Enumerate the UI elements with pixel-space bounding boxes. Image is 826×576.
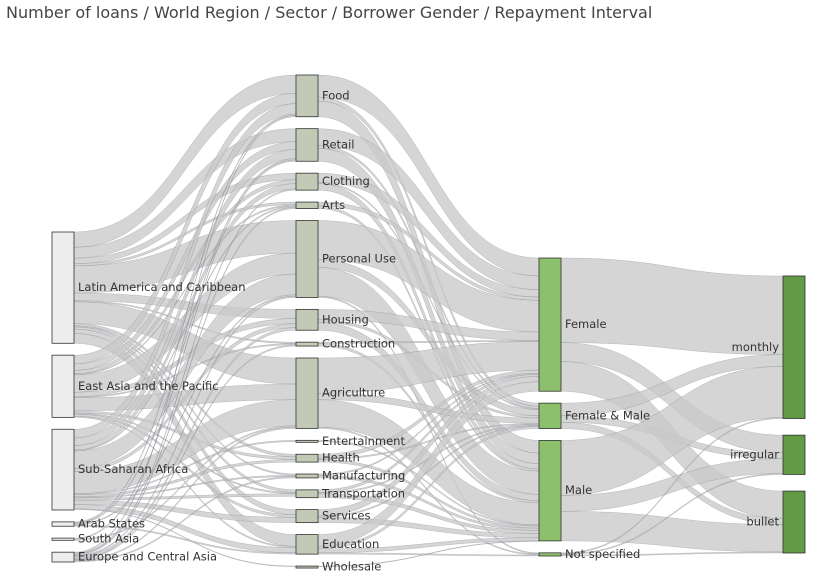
sankey-node-label-bullet: bullet	[746, 515, 779, 529]
sankey-node-sa[interactable]: South Asia	[51, 532, 139, 546]
sankey-node-female[interactable]: Female	[538, 257, 607, 392]
sankey-node-bar-clothing[interactable]	[295, 172, 319, 191]
sankey-node-label-retail: Retail	[322, 137, 355, 151]
sankey-node-clothing[interactable]: Clothing	[295, 172, 370, 191]
sankey-node-bar-wholesale[interactable]	[295, 565, 319, 569]
sankey-node-label-male: Male	[565, 483, 592, 497]
sankey-node-bar-housing[interactable]	[295, 308, 319, 331]
sankey-node-construction[interactable]: Construction	[295, 337, 395, 351]
sankey-node-bar-agriculture[interactable]	[295, 357, 319, 429]
sankey-node-notspec[interactable]: Not specified	[538, 547, 640, 561]
sankey-node-entertainment[interactable]: Entertainment	[295, 434, 405, 448]
sankey-node-bar-eap[interactable]	[51, 354, 75, 418]
sankey-node-label-eap: East Asia and the Pacific	[78, 379, 219, 393]
sankey-node-bar-education[interactable]	[295, 534, 319, 555]
sankey-node-label-irregular: irregular	[730, 447, 779, 461]
sankey-node-personal[interactable]: Personal Use	[295, 220, 396, 298]
sankey-node-arts[interactable]: Arts	[295, 198, 345, 212]
sankey-node-label-education: Education	[322, 537, 379, 551]
sankey-node-label-ssa: Sub-Saharan Africa	[78, 462, 188, 476]
sankey-node-bar-notspec[interactable]	[538, 552, 562, 557]
links	[73, 74, 784, 567]
sankey-node-bar-food[interactable]	[295, 74, 319, 118]
sankey-link-wholesale-male	[317, 540, 540, 567]
sankey-node-housing[interactable]: Housing	[295, 308, 369, 331]
sankey-node-arab[interactable]: Arab States	[51, 517, 145, 531]
sankey-node-wholesale[interactable]: Wholesale	[295, 560, 381, 574]
sankey-node-label-food: Food	[322, 88, 350, 102]
sankey-node-label-arab: Arab States	[78, 517, 145, 531]
sankey-node-label-manufacturing: Manufacturing	[322, 468, 405, 482]
sankey-node-bar-services[interactable]	[295, 509, 319, 524]
sankey-node-bar-health[interactable]	[295, 453, 319, 463]
sankey-node-manufacturing[interactable]: Manufacturing	[295, 468, 405, 482]
sankey-node-bar-manufacturing[interactable]	[295, 473, 319, 479]
sankey-node-bar-arts[interactable]	[295, 201, 319, 209]
sankey-node-transportation[interactable]: Transportation	[295, 486, 405, 500]
sankey-node-label-transportation: Transportation	[321, 486, 405, 500]
sankey-node-bar-transportation[interactable]	[295, 489, 319, 499]
sankey-node-bar-construction[interactable]	[295, 341, 319, 347]
sankey-node-label-female: Female	[565, 317, 607, 331]
sankey-node-health[interactable]: Health	[295, 451, 360, 465]
sankey-node-label-femalemale: Female & Male	[565, 408, 650, 422]
sankey-node-label-personal: Personal Use	[322, 251, 396, 265]
sankey-node-eap[interactable]: East Asia and the Pacific	[51, 354, 219, 418]
sankey-node-bar-monthly[interactable]	[782, 275, 806, 419]
sankey-node-label-eca: Europe and Central Asia	[78, 550, 217, 564]
sankey-node-femalemale[interactable]: Female & Male	[538, 402, 650, 429]
sankey-node-label-sa: South Asia	[78, 532, 139, 546]
sankey-node-label-monthly: monthly	[732, 340, 780, 354]
sankey-node-male[interactable]: Male	[538, 440, 592, 542]
sankey-node-bar-femalemale[interactable]	[538, 402, 562, 429]
sankey-node-label-lac: Latin America and Caribbean	[78, 280, 246, 294]
sankey-node-label-construction: Construction	[322, 337, 395, 351]
sankey-node-bar-retail[interactable]	[295, 128, 319, 162]
sankey-node-eca[interactable]: Europe and Central Asia	[51, 550, 217, 564]
sankey-node-label-health: Health	[322, 451, 360, 465]
sankey-node-bar-personal[interactable]	[295, 220, 319, 298]
sankey-node-label-arts: Arts	[322, 198, 345, 212]
sankey-node-education[interactable]: Education	[295, 534, 379, 555]
sankey-node-irregular[interactable]: irregular	[730, 434, 806, 475]
sankey-node-label-services: Services	[322, 509, 371, 523]
sankey-node-bar-irregular[interactable]	[782, 434, 806, 475]
sankey-node-agriculture[interactable]: Agriculture	[295, 357, 385, 429]
sankey-node-bar-bullet[interactable]	[782, 490, 806, 554]
sankey-node-lac[interactable]: Latin America and Caribbean	[51, 231, 246, 344]
sankey-node-bar-lac[interactable]	[51, 231, 75, 344]
sankey-node-bar-female[interactable]	[538, 257, 562, 392]
sankey-node-bar-ssa[interactable]	[51, 428, 75, 511]
sankey-node-bar-eca[interactable]	[51, 551, 75, 563]
sankey-node-label-agriculture: Agriculture	[322, 386, 385, 400]
sankey-node-label-housing: Housing	[322, 312, 369, 326]
sankey-node-bar-entertainment[interactable]	[295, 439, 319, 443]
sankey-node-monthly[interactable]: monthly	[732, 275, 806, 419]
sankey-node-label-notspec: Not specified	[565, 547, 640, 561]
sankey-node-label-entertainment: Entertainment	[322, 434, 405, 448]
sankey-node-bullet[interactable]: bullet	[746, 490, 806, 554]
sankey-node-bar-sa[interactable]	[51, 537, 75, 541]
sankey-node-label-wholesale: Wholesale	[322, 560, 381, 574]
chart-title: Number of loans / World Region / Sector …	[6, 3, 653, 22]
sankey-node-services[interactable]: Services	[295, 509, 371, 524]
sankey-node-bar-male[interactable]	[538, 440, 562, 542]
sankey-node-label-clothing: Clothing	[322, 174, 370, 188]
sankey-node-retail[interactable]: Retail	[295, 128, 355, 162]
sankey-node-ssa[interactable]: Sub-Saharan Africa	[51, 428, 188, 511]
sankey-node-bar-arab[interactable]	[51, 521, 75, 527]
sankey-node-food[interactable]: Food	[295, 74, 350, 118]
